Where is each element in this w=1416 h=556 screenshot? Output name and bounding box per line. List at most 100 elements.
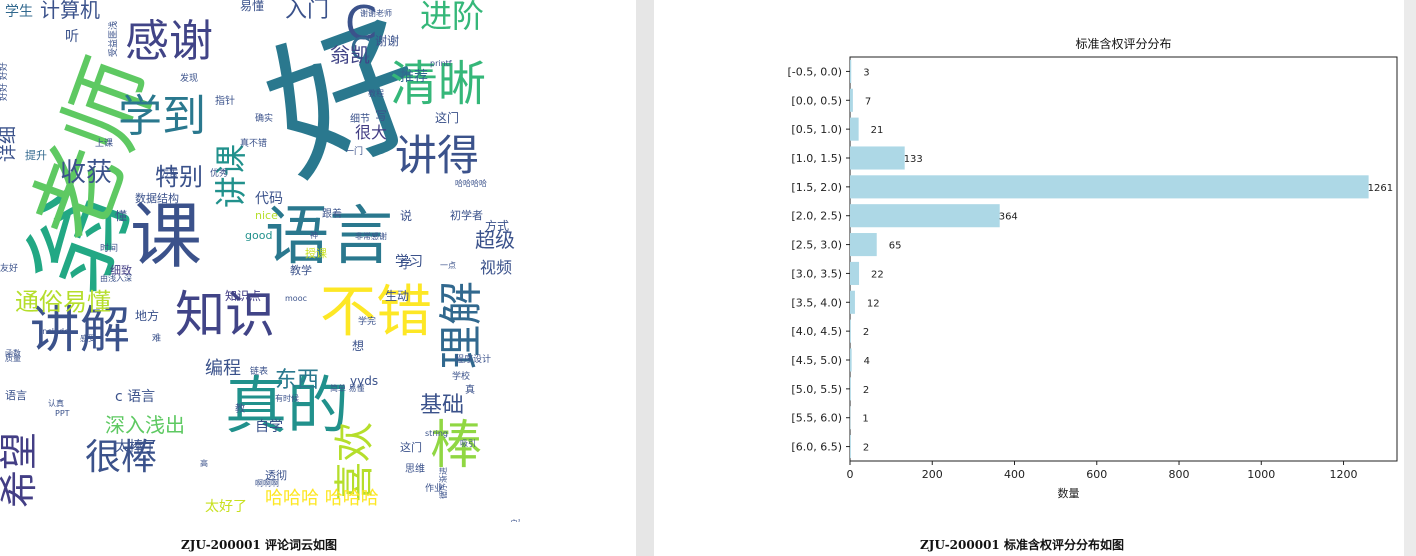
wordcloud-word: 优秀 [210, 169, 229, 179]
wordcloud-word: 指针 [215, 96, 235, 107]
bar [850, 175, 1369, 199]
x-tick-label: 800 [1169, 468, 1190, 481]
x-axis-label: 数量 [1058, 487, 1080, 500]
y-tick-label: [3.0, 3.5) [791, 267, 842, 280]
wordcloud-word: 神 [310, 231, 318, 240]
wordcloud-word: 一门 [345, 147, 364, 157]
data-label: 1261 [1368, 183, 1393, 194]
wordcloud-word: 教程 [368, 89, 384, 98]
data-label: 4 [864, 356, 870, 367]
wordcloud-word: 学到 [118, 91, 206, 142]
y-tick-label: [1.0, 1.5) [791, 152, 842, 165]
wordcloud-word: 东西 [275, 368, 320, 393]
wordcloud-word: string [425, 429, 448, 438]
bar [850, 117, 859, 141]
x-tick-label: 200 [922, 468, 943, 481]
wordcloud-word: 这门 [400, 441, 422, 454]
wordcloud-word: 有时候 [275, 394, 299, 403]
bar [850, 435, 851, 459]
wordcloud-word: include [40, 327, 69, 336]
wordcloud-panel: 好翁老师课语言 真的 不错 讲解 知识 清晰 感谢 学到 讲得 理解棒喜欢 希望 很棒 进阶 讲课 C C 收获… [0, 0, 636, 556]
wordcloud-word: 太棒了 [115, 439, 157, 455]
wordcloud-word: 真 [465, 385, 475, 396]
wordcloud-word: 语言 [5, 389, 27, 402]
wordcloud-word: 课 [130, 194, 203, 278]
wordcloud-word: 细致 [110, 264, 132, 277]
wordcloud-word: 好好 好好 [0, 61, 9, 101]
wordcloud-word: 方式 [485, 219, 510, 233]
wordcloud-word: 讲解 [30, 301, 130, 359]
wordcloud-word: 感谢 [125, 16, 213, 67]
wordcloud-word: 啊啊啊 [255, 479, 279, 488]
wordcloud-word: 教学 [290, 264, 312, 277]
data-label: 2 [863, 443, 869, 454]
wordcloud-word: 确实 [255, 114, 274, 124]
wordcloud-word: 真不错 [240, 139, 268, 149]
page-divider [636, 0, 654, 556]
wordcloud-word: 语言 [265, 200, 393, 274]
wordcloud-word: 受益匪浅 [109, 21, 119, 58]
wordcloud-word: PPT [55, 409, 70, 418]
wordcloud-word: 编程 [205, 358, 241, 379]
y-tick-label: [5.0, 5.5) [791, 383, 842, 396]
wordcloud-word: c 语言 [115, 389, 156, 405]
chart-caption: ZJU-200001 标准含权评分分布如图 [920, 538, 1124, 552]
y-tick-label: [4.5, 5.0) [791, 354, 842, 367]
wordcloud-word: 程序设计 [455, 355, 492, 365]
y-tick-label: [0.5, 1.0) [791, 123, 842, 136]
bar [850, 290, 855, 314]
data-label: 1 [862, 414, 868, 425]
wordcloud-word: 详细 [0, 126, 19, 163]
x-tick-label: 600 [1086, 468, 1107, 481]
plot-area [849, 56, 1398, 462]
wordcloud-word: 友好 [0, 264, 19, 274]
wordcloud-word: 讲得 [395, 131, 480, 180]
data-label: 22 [871, 269, 884, 280]
bar [850, 233, 877, 257]
wordcloud-word: 学校 [452, 372, 471, 382]
wordcloud-word: 谢谢 [375, 34, 400, 48]
wordcloud-word: mooc [285, 294, 307, 303]
wordcloud-word: 学 [400, 257, 413, 271]
wordcloud-word: 谢谢老师 [360, 9, 392, 18]
data-label: 7 [865, 96, 871, 107]
wordcloud-word: 懂 [115, 209, 128, 223]
x-tick-label: 0 [847, 468, 854, 481]
wordcloud-word: good [245, 229, 273, 242]
wordcloud-word: 基础 [420, 393, 465, 418]
wordcloud-word: 跟着 [322, 209, 342, 220]
scrollbar-track[interactable] [1404, 0, 1416, 556]
wordcloud-word: 特别 [155, 163, 203, 191]
wordcloud-word: 这门 [435, 111, 460, 125]
wordcloud-word: 难 [152, 334, 162, 344]
wordcloud-caption: ZJU-200001 评论词云如图 [181, 538, 337, 552]
chart-title: 标准含权评分分布 [1075, 36, 1171, 51]
wordcloud-word: 提升 [25, 149, 47, 162]
wordcloud-word: 听 [65, 29, 79, 45]
wordcloud-word: 收获 [60, 158, 113, 188]
bar [850, 88, 853, 112]
wordcloud-word: yyds [350, 374, 379, 388]
wordcloud-word: C [350, 32, 371, 67]
wordcloud-word: C [345, 0, 378, 50]
data-label: 65 [889, 241, 902, 252]
bar [850, 261, 860, 285]
wordcloud-word: 初学者 [450, 209, 483, 222]
wordcloud-word: 棒 [430, 416, 483, 476]
wordcloud-word: 由浅入深 [100, 274, 132, 283]
bar [850, 146, 905, 170]
wordcloud-word: 教 [235, 404, 245, 415]
wordcloud-word: 上课 [95, 139, 114, 149]
wordcloud: 好翁老师课语言 真的 不错 讲解 知识 清晰 感谢 学到 讲得 理解棒喜欢 希望 很棒 进阶 讲课 C C 收获… [0, 0, 520, 522]
y-tick-label: [4.0, 4.5) [791, 325, 842, 338]
wordcloud-word: 很大 [355, 123, 388, 142]
wordcloud-word: 哈哈哈哈 [455, 179, 487, 188]
wordcloud-word: 很棒 [85, 437, 158, 478]
wordcloud-word: 授课 [305, 247, 327, 260]
wordcloud-word: 想 [352, 339, 365, 353]
wordcloud-word: 数据结构 [135, 192, 179, 205]
bar [850, 59, 852, 83]
wordcloud-word: 说 [400, 209, 413, 223]
x-tick-label: 400 [1004, 468, 1025, 481]
wordcloud-word: 学生 [5, 4, 33, 20]
